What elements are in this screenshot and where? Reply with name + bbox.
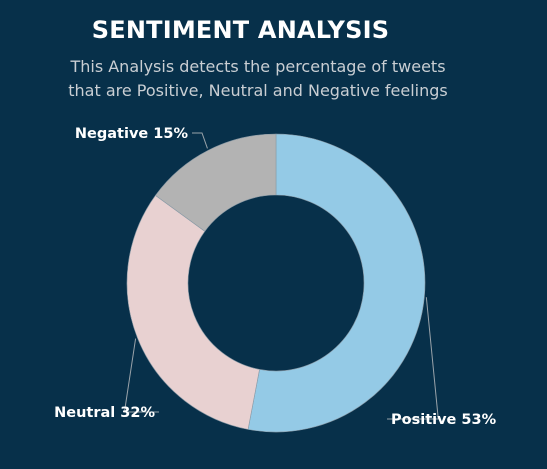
data-label-neutral: Neutral 32% (54, 405, 155, 421)
data-labels: Positive 53% Neutral 32% Negative 15% (54, 126, 496, 428)
slice-negative[interactable] (155, 133, 277, 232)
leader-line-negative (192, 132, 208, 149)
leader-line-positive (387, 297, 439, 420)
leader-line-neutral (123, 338, 159, 413)
label-leader-lines (123, 132, 439, 420)
chart-subtitle: This Analysis detects the percentage of … (0, 55, 516, 103)
subtitle-line-1: This Analysis detects the percentage of … (70, 57, 446, 76)
slice-positive[interactable] (247, 133, 426, 433)
chart-title: SENTIMENT ANALYSIS (91, 16, 390, 44)
data-label-positive: Positive 53% (391, 412, 497, 428)
donut-slices (126, 133, 426, 433)
data-label-negative: Negative 15% (75, 126, 189, 142)
slice-neutral[interactable] (126, 195, 260, 430)
subtitle-line-2: that are Positive, Neutral and Negative … (68, 81, 448, 100)
